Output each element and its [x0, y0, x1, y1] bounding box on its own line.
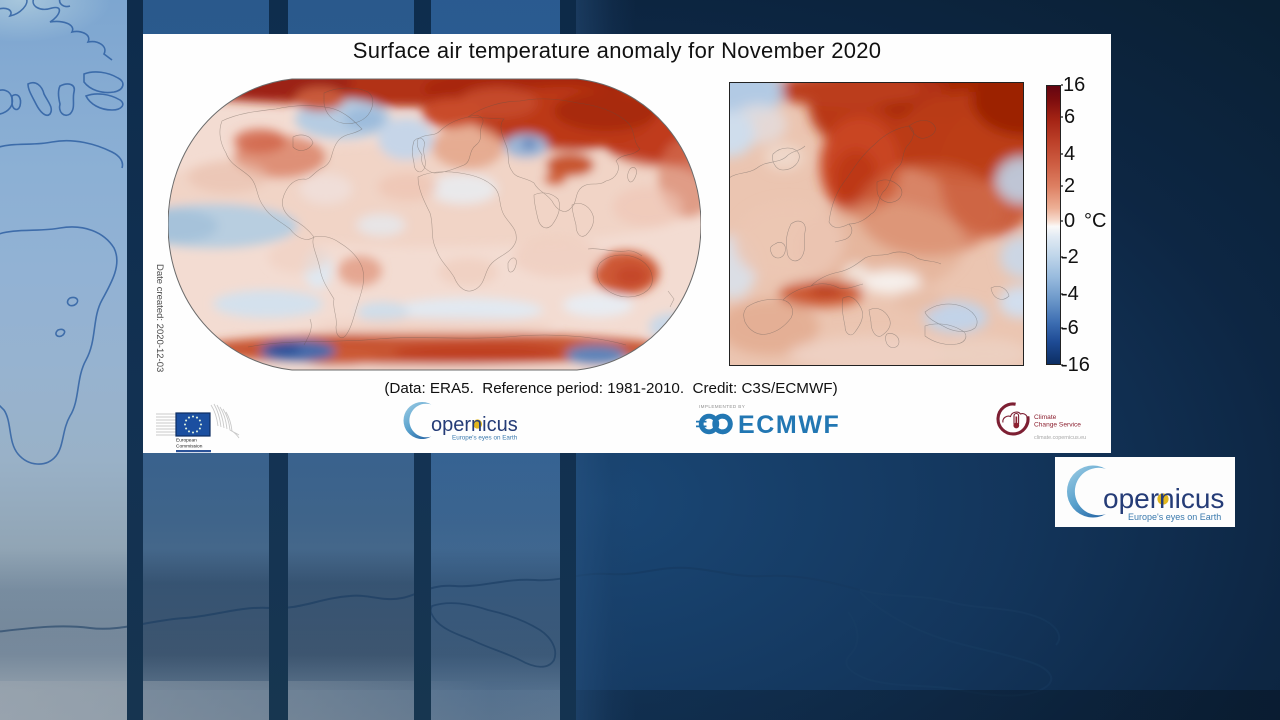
- svg-text:IMPLEMENTED BY: IMPLEMENTED BY: [699, 404, 745, 409]
- svg-text:Commission: Commission: [176, 444, 203, 450]
- svg-text:climate.copernicus.eu: climate.copernicus.eu: [1034, 435, 1086, 441]
- svg-text:Europe's eyes on Earth: Europe's eyes on Earth: [1128, 512, 1221, 522]
- svg-text:opernicus: opernicus: [431, 414, 518, 436]
- svg-text:European: European: [176, 438, 197, 444]
- svg-text:opernicus: opernicus: [1103, 483, 1224, 514]
- svg-text:Europe's eyes on Earth: Europe's eyes on Earth: [452, 435, 518, 442]
- svg-text:Climate: Climate: [1034, 414, 1057, 421]
- svg-text:Change Service: Change Service: [1034, 422, 1081, 429]
- svg-text:ECMWF: ECMWF: [738, 411, 840, 439]
